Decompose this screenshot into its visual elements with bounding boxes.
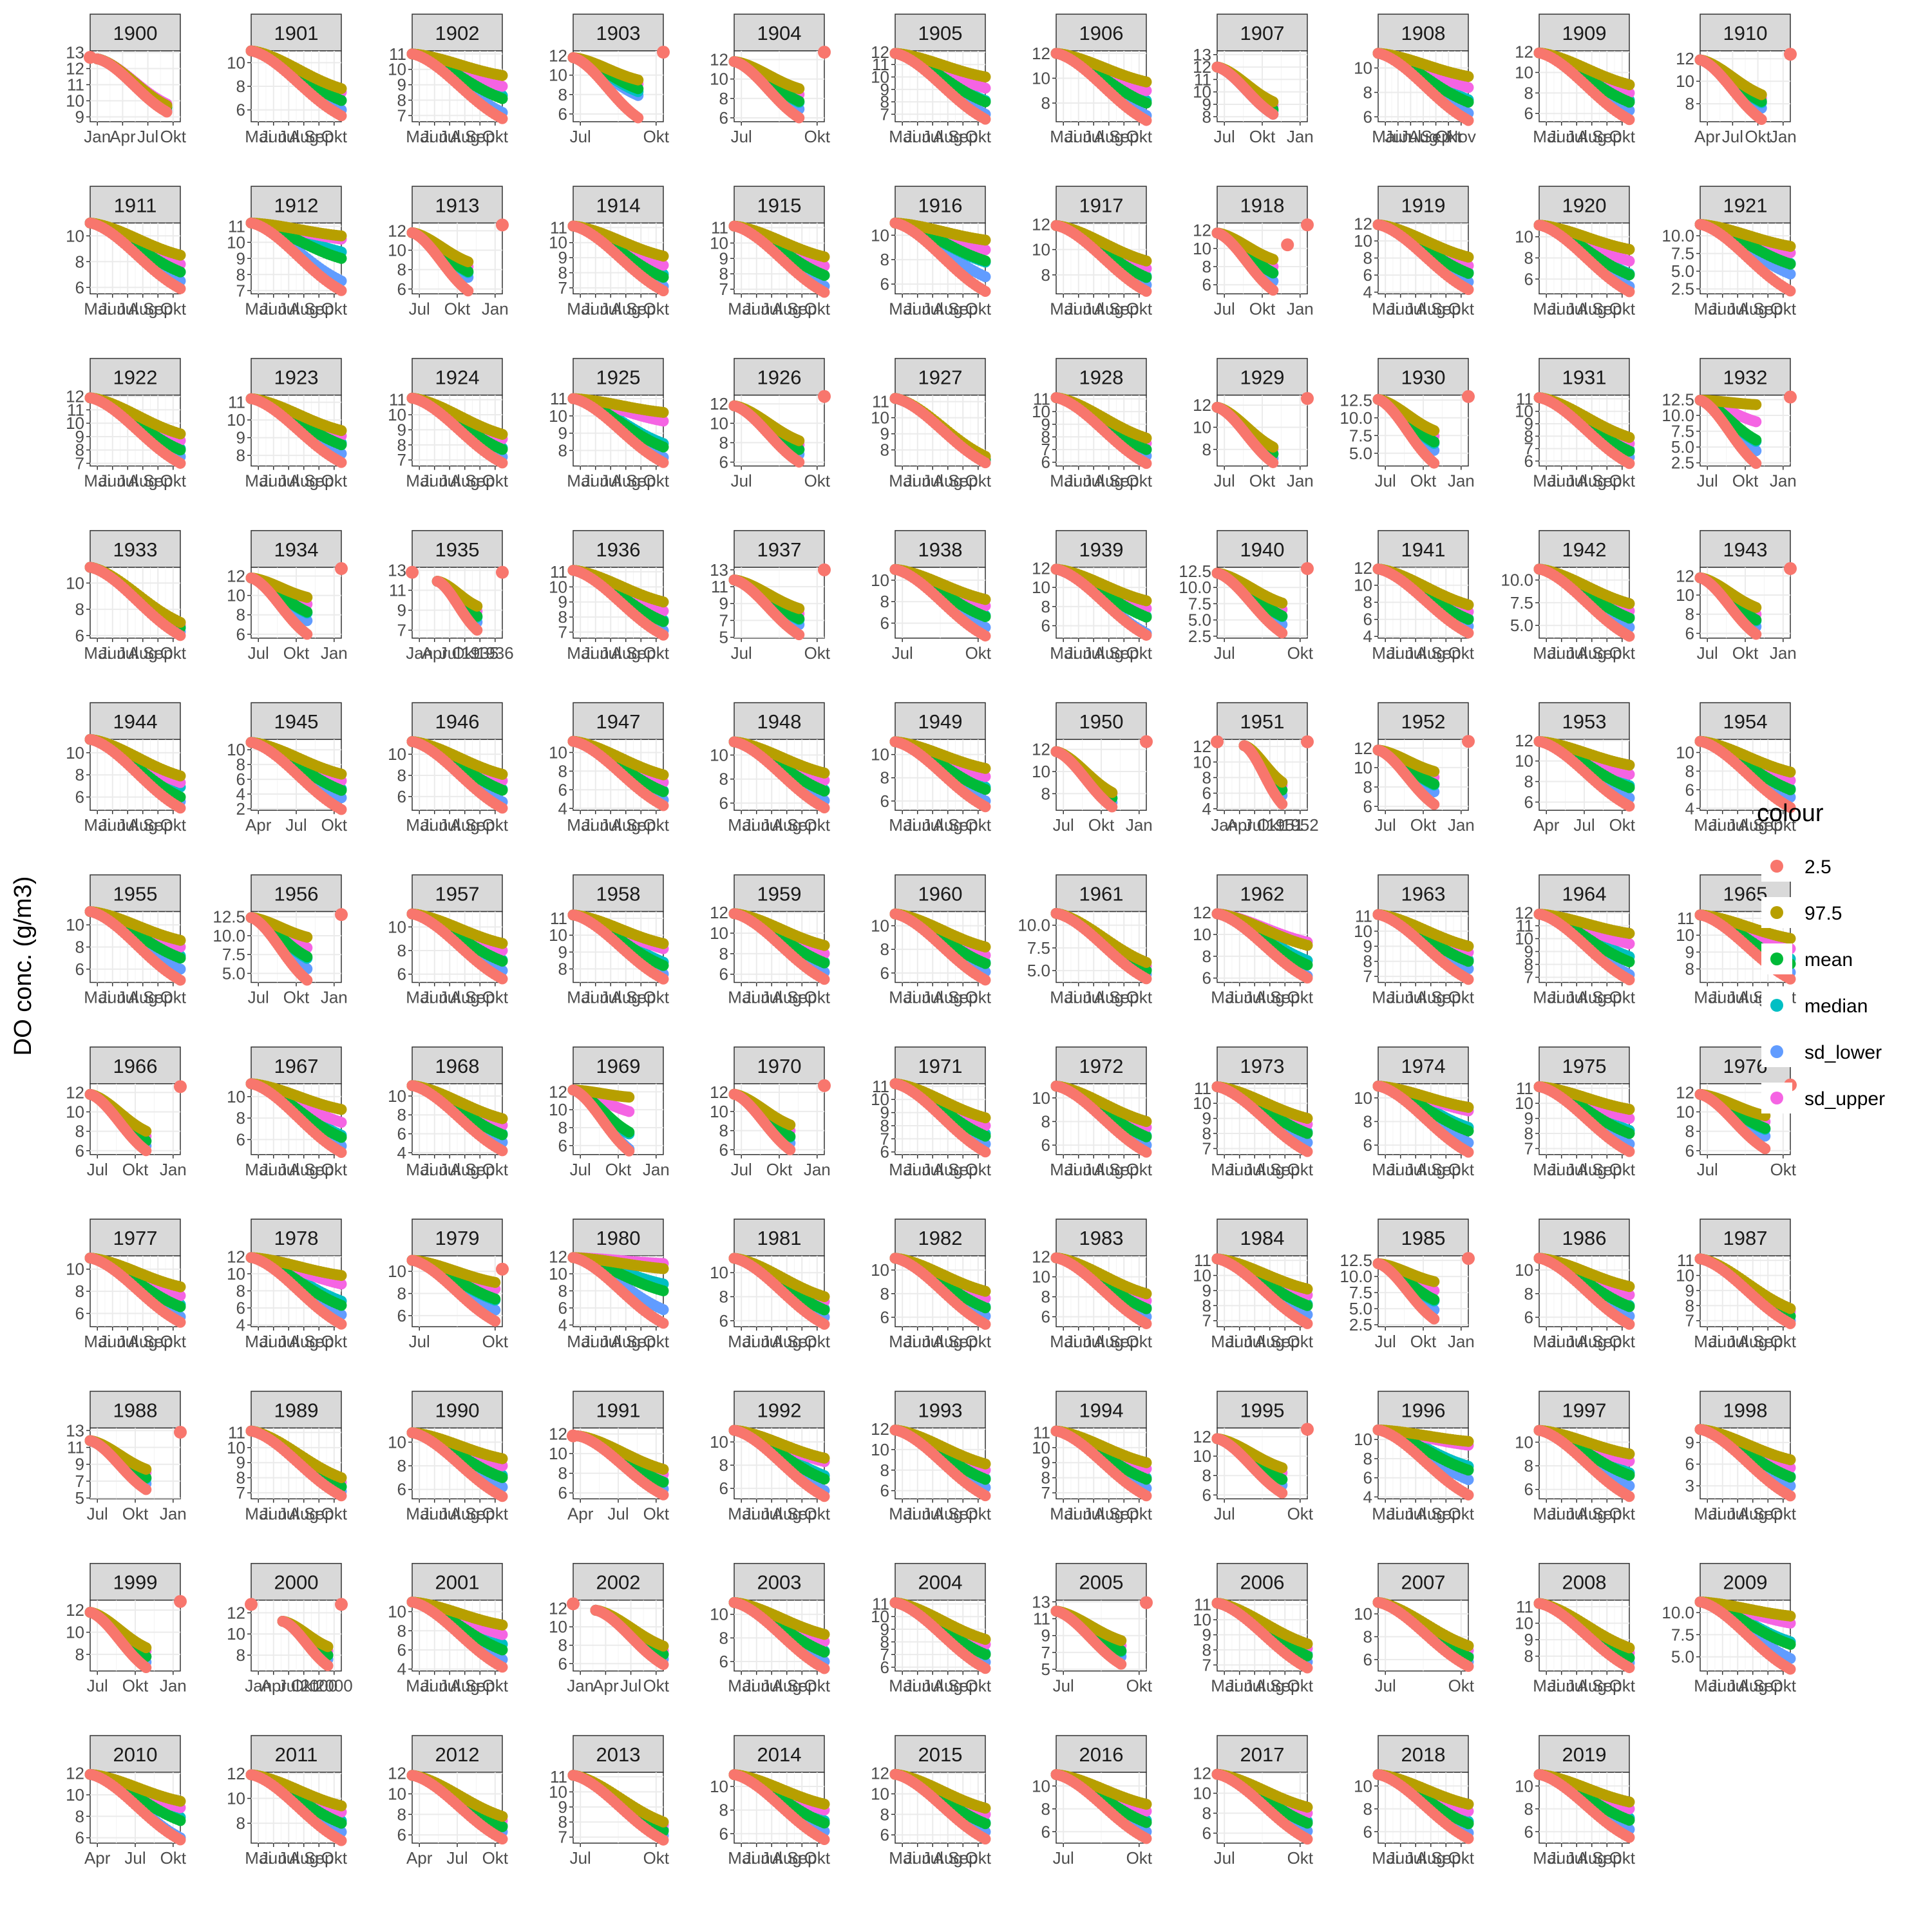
- x-tick-label: Jul: [1722, 127, 1743, 146]
- facet-strip-label: 1907: [1240, 22, 1285, 44]
- y-tick-label: 8: [1202, 107, 1211, 126]
- data-point: [1624, 79, 1635, 90]
- data-point: [1267, 109, 1278, 120]
- data-point: [497, 81, 508, 92]
- data-point: [1624, 114, 1635, 125]
- x-tick-label: Jul: [731, 127, 752, 146]
- y-tick-label: 8: [236, 77, 245, 96]
- y-tick-label: 8: [719, 89, 728, 108]
- facet-strip-label: 1906: [1079, 22, 1124, 44]
- y-tick-label: 7: [397, 106, 406, 125]
- y-tick-label: 6: [236, 100, 245, 120]
- data-point: [980, 71, 991, 82]
- data-point: [793, 112, 804, 123]
- y-tick-label: 10: [710, 70, 728, 89]
- x-tick-label: Okt: [965, 127, 992, 146]
- y-tick-label: 6: [719, 108, 728, 128]
- facet-strip-label: 1900: [113, 22, 158, 44]
- x-tick-label: Okt: [804, 127, 831, 146]
- facet-strip-label: 1905: [918, 22, 963, 44]
- data-point: [1141, 98, 1152, 109]
- data-point: [162, 107, 173, 118]
- y-tick-label: 8: [1363, 82, 1372, 102]
- y-tick-label: 12: [549, 46, 567, 66]
- facet-strip-label: 1908: [1401, 22, 1446, 44]
- x-tick-label: Jul: [1214, 127, 1235, 146]
- facet-strip-label: 1910: [1723, 22, 1768, 44]
- data-point-extra: [657, 46, 670, 59]
- x-tick-label: Okt: [1609, 127, 1636, 146]
- facet-strip-label: 1902: [435, 22, 480, 44]
- data-point: [1141, 77, 1152, 88]
- y-tick-label: 9: [75, 108, 84, 127]
- x-tick-label: Okt: [643, 127, 670, 146]
- y-tick-label: 10: [1032, 68, 1050, 88]
- data-point-extra: [84, 51, 97, 64]
- x-tick-label: Jan: [84, 127, 111, 146]
- x-tick-label: Okt: [482, 127, 509, 146]
- x-tick-label: Jan: [1770, 127, 1797, 146]
- y-tick-label: 10: [227, 53, 245, 72]
- data-point: [632, 112, 643, 123]
- y-tick-label: 7: [880, 104, 889, 124]
- y-tick-label: 8: [1685, 94, 1694, 113]
- data-point: [497, 93, 508, 104]
- data-point: [336, 83, 347, 94]
- y-tick-label: 6: [1363, 107, 1372, 126]
- facet-strip-label: 1904: [757, 22, 802, 44]
- data-point: [336, 110, 347, 121]
- x-tick-label: Okt: [1745, 127, 1771, 146]
- y-tick-label: 6: [1524, 104, 1533, 123]
- data-point: [1624, 97, 1635, 108]
- data-point: [1463, 97, 1474, 108]
- x-tick-label: Jul: [570, 127, 591, 146]
- data-point: [632, 75, 643, 86]
- data-point: [980, 82, 991, 93]
- data-point: [497, 70, 508, 81]
- x-tick-label: Apr: [109, 127, 136, 146]
- data-point: [980, 114, 991, 125]
- data-point-extra: [818, 46, 831, 59]
- data-point: [793, 96, 804, 107]
- facet-strip-label: 1909: [1562, 22, 1607, 44]
- x-tick-label: Jul: [137, 127, 158, 146]
- data-point: [497, 113, 508, 124]
- y-tick-label: 10: [1515, 62, 1533, 82]
- x-tick-label: Apr: [1694, 127, 1721, 146]
- facet-strip-label: 1903: [596, 22, 641, 44]
- data-point: [336, 95, 347, 106]
- data-point: [1463, 71, 1474, 82]
- y-tick-label: 12: [1676, 49, 1694, 68]
- y-tick-label: 8: [558, 85, 567, 104]
- x-tick-label: Nov: [1446, 127, 1476, 146]
- y-tick-label: 8: [1041, 93, 1050, 113]
- data-point: [1141, 115, 1152, 126]
- y-tick-label: 10: [549, 66, 567, 85]
- y-tick-label: 12: [710, 50, 728, 70]
- facet-strip-label: 1901: [274, 22, 319, 44]
- x-tick-label: Okt: [1126, 127, 1153, 146]
- data-point: [1463, 115, 1474, 126]
- data-point: [980, 97, 991, 108]
- y-tick-label: 12: [1032, 44, 1050, 63]
- y-tick-label: 8: [1524, 83, 1533, 102]
- y-tick-label: 10: [1354, 59, 1372, 78]
- y-axis-label: DO conc. (g/m3): [10, 876, 37, 1056]
- data-point: [1463, 82, 1474, 93]
- y-tick-label: 10: [1676, 71, 1694, 91]
- data-point: [793, 83, 804, 94]
- y-tick-label: 6: [558, 104, 567, 124]
- x-tick-label: Okt: [1249, 127, 1276, 146]
- x-tick-label: Okt: [321, 127, 348, 146]
- y-tick-label: 12: [1515, 43, 1533, 62]
- x-tick-label: Jan: [1287, 127, 1314, 146]
- x-tick-label: Okt: [160, 127, 187, 146]
